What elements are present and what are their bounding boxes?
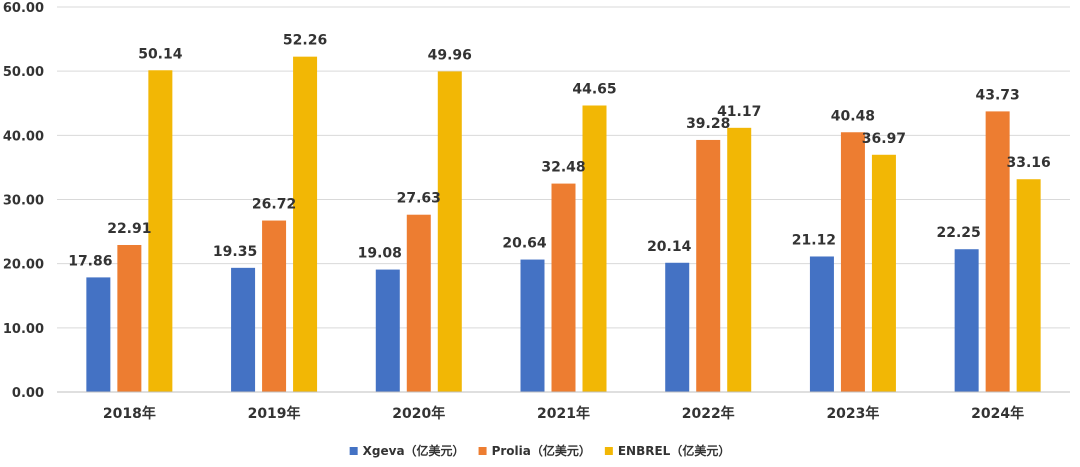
x-category-label: 2020年 — [392, 405, 445, 422]
bar-3-2023年 — [871, 154, 896, 392]
data-label: 32.48 — [541, 160, 585, 176]
data-label: 17.86 — [68, 253, 112, 269]
bars — [86, 56, 1041, 392]
bar-1-2019年 — [231, 267, 256, 392]
y-tick-label: 10.00 — [3, 322, 44, 337]
bar-2-2022年 — [696, 139, 721, 392]
y-tick-label: 20.00 — [3, 258, 44, 273]
data-label: 26.72 — [252, 197, 296, 213]
y-axis: 0.00 10.00 20.00 30.00 40.00 50.00 60.00 — [3, 1, 44, 401]
data-label: 27.63 — [397, 191, 441, 207]
bar-3-2020年 — [437, 71, 462, 392]
y-tick-label: 0.00 — [12, 386, 44, 401]
bar-2-2021年 — [551, 183, 576, 392]
y-tick-label: 50.00 — [3, 65, 44, 80]
y-tick-label: 60.00 — [3, 1, 44, 16]
bar-2-2019年 — [262, 220, 287, 392]
data-label: 20.14 — [647, 239, 692, 255]
bar-1-2020年 — [375, 269, 400, 392]
y-tick-label: 30.00 — [3, 194, 44, 209]
data-label: 20.64 — [502, 236, 547, 252]
bar-3-2024年 — [1016, 179, 1041, 392]
bar-1-2024年 — [954, 249, 979, 392]
data-label: 52.26 — [283, 33, 327, 49]
data-label: 19.08 — [358, 246, 402, 262]
legend-label-2: Prolia（亿美元） — [492, 443, 591, 458]
bar-2-2020年 — [406, 214, 431, 392]
data-label: 21.12 — [792, 232, 836, 248]
x-category-label: 2023年 — [826, 405, 879, 422]
data-label: 33.16 — [1006, 155, 1050, 171]
data-label: 22.25 — [936, 225, 980, 241]
bar-2-2023年 — [840, 132, 865, 392]
bar-1-2021年 — [520, 259, 545, 392]
data-label: 39.28 — [686, 116, 730, 132]
bar-2-2024年 — [985, 111, 1010, 392]
data-label: 19.35 — [213, 244, 257, 260]
bar-1-2022年 — [665, 262, 690, 392]
x-category-label: 2024年 — [971, 405, 1024, 422]
data-label: 44.65 — [572, 81, 616, 97]
legend: Xgeva（亿美元） Prolia（亿美元） ENBREL（亿美元） — [349, 443, 730, 458]
data-label: 40.48 — [831, 108, 875, 124]
legend-label-1: Xgeva（亿美元） — [363, 443, 465, 458]
bar-3-2022年 — [727, 127, 752, 392]
legend-swatch-1 — [349, 447, 358, 455]
bar-2-2018年 — [117, 244, 142, 392]
legend-swatch-3 — [604, 447, 613, 455]
data-labels: 17.86 22.91 50.14 19.35 26.72 52.26 19.08 27.63… — [68, 33, 1051, 270]
legend-label-3: ENBREL（亿美元） — [618, 443, 730, 458]
y-tick-label: 40.00 — [3, 129, 44, 144]
x-category-label: 2021年 — [537, 405, 590, 422]
bar-3-2018年 — [148, 70, 173, 392]
x-category-label: 2019年 — [248, 405, 301, 422]
data-label: 41.17 — [717, 104, 761, 120]
bar-1-2023年 — [809, 256, 834, 392]
bar-3-2021年 — [582, 105, 607, 392]
data-label: 43.73 — [975, 87, 1019, 103]
data-label: 22.91 — [107, 221, 151, 237]
data-label: 49.96 — [428, 47, 472, 63]
data-label: 50.14 — [138, 46, 183, 62]
data-label: 36.97 — [862, 131, 906, 147]
bar-3-2019年 — [293, 56, 318, 392]
bar-1-2018年 — [86, 277, 111, 392]
legend-swatch-2 — [478, 447, 487, 455]
x-category-label: 2018年 — [103, 405, 156, 422]
x-axis: 2018年 2019年 2020年 2021年 2022年 2023年 2024年 — [57, 391, 1070, 422]
x-category-label: 2022年 — [682, 405, 735, 422]
